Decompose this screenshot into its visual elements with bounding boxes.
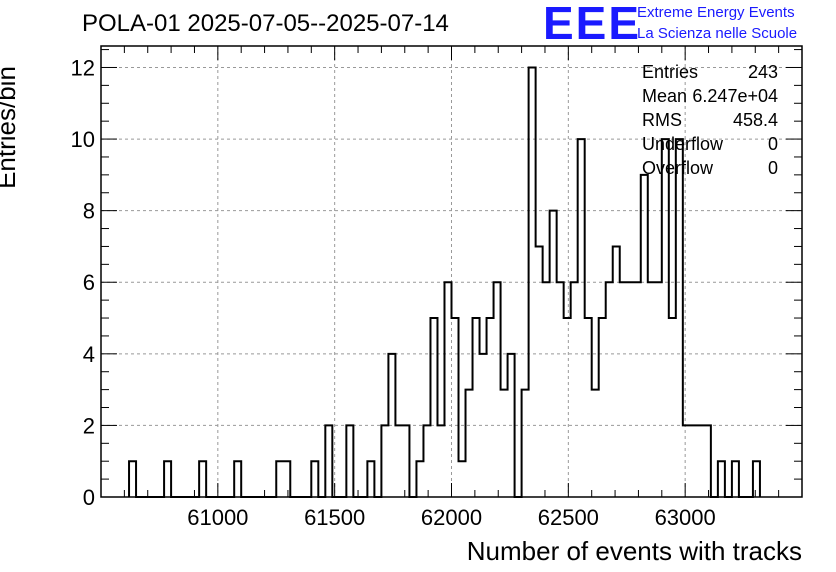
stats-row-overflow: Overflow 0: [642, 156, 778, 180]
histogram-bin: [501, 390, 508, 497]
histogram-bin: [704, 425, 711, 497]
y-tick-label: 12: [71, 55, 95, 80]
x-tick-label: 61500: [304, 505, 365, 530]
x-tick-label: 62000: [421, 505, 482, 530]
stats-key: RMS: [642, 110, 682, 130]
stats-row-mean: Mean 6.247e+04: [642, 84, 778, 108]
histogram-bin: [718, 461, 725, 497]
logo-line-2: La Scienza nelle Scuole: [637, 25, 798, 42]
y-tick-label: 0: [83, 485, 95, 510]
histogram-bin: [199, 461, 206, 497]
histogram-bin: [662, 139, 669, 497]
histogram-bin: [494, 282, 501, 497]
histogram-bin: [381, 425, 388, 497]
histogram-bin: [234, 461, 241, 497]
histogram-bin: [585, 318, 592, 497]
histogram-bin: [276, 461, 283, 497]
stats-value: 0: [767, 134, 778, 154]
stats-row-underflow: Underflow 0: [642, 132, 778, 156]
histogram-bin: [536, 246, 543, 497]
histogram-bin: [564, 318, 571, 497]
histogram-bin: [606, 282, 613, 497]
histogram-bin: [753, 461, 760, 497]
histogram-bin: [452, 318, 459, 497]
y-axis-label-text: Entries/bin: [0, 66, 21, 189]
histogram-bin: [655, 282, 662, 497]
histogram-bin: [473, 318, 480, 497]
histogram-bin: [648, 282, 655, 497]
histogram-bin: [599, 318, 606, 497]
histogram-bin: [346, 425, 353, 497]
histogram-bin: [402, 425, 409, 497]
histogram-bin: [683, 425, 690, 497]
histogram-bin: [444, 282, 451, 497]
histogram-bin: [620, 282, 627, 497]
histogram-bin: [578, 139, 585, 497]
histogram-bin: [627, 282, 634, 497]
x-tick-label: 61000: [187, 505, 248, 530]
histogram-bin: [592, 390, 599, 497]
histogram-bin: [395, 425, 402, 497]
x-tick-label: 62500: [538, 505, 599, 530]
histogram-bin: [129, 461, 136, 497]
chart-title: POLA-01 2025-07-05--2025-07-14: [82, 10, 449, 37]
y-tick-label: 10: [71, 127, 95, 152]
histogram-bin: [388, 354, 395, 497]
histogram-bin: [732, 461, 739, 497]
stats-key: Overflow: [642, 158, 714, 178]
y-tick-label: 6: [83, 270, 95, 295]
histogram-bin: [557, 282, 564, 497]
stats-row-rms: RMS 458.4: [642, 108, 778, 132]
stats-value: 0: [767, 158, 778, 178]
histogram-bin: [311, 461, 318, 497]
histogram-bin: [571, 282, 578, 497]
histogram-bin: [550, 211, 557, 497]
histogram-bin: [466, 390, 473, 497]
histogram-bin: [459, 461, 466, 497]
histogram-bin: [669, 318, 676, 497]
histogram-bin: [690, 425, 697, 497]
histogram-bin: [437, 425, 444, 497]
histogram-bin: [430, 318, 437, 497]
y-tick-label: 4: [83, 342, 95, 367]
logo-line-1: Extreme Energy Events: [637, 4, 795, 21]
stats-key: Mean: [642, 86, 688, 106]
histogram-bin: [697, 425, 704, 497]
histogram-bin: [522, 390, 529, 497]
histogram-bin: [423, 425, 430, 497]
histogram-bin: [480, 354, 487, 497]
histogram-bin: [641, 175, 648, 497]
histogram-bin: [508, 354, 515, 497]
stats-value: 458.4: [732, 110, 778, 130]
stats-box: Entries 243 Mean 6.247e+04 RMS 458.4 Underf…: [642, 60, 778, 180]
histogram-bin: [613, 246, 620, 497]
stats-value: 243: [747, 62, 778, 82]
stats-key: Entries: [642, 62, 699, 82]
x-axis-label: Number of events with tracks: [466, 536, 802, 566]
stats-row-entries: Entries 243: [642, 60, 778, 84]
histogram-bin: [529, 67, 536, 497]
histogram-bin: [676, 139, 683, 497]
histogram-bin: [367, 461, 374, 497]
histogram-bin: [164, 461, 171, 497]
histogram-bin: [325, 425, 332, 497]
y-tick-label: 2: [83, 413, 95, 438]
eee-logo: EEE: [543, 0, 642, 49]
x-tick-label: 63000: [655, 505, 716, 530]
histogram-bin: [487, 318, 494, 497]
histogram-bin: [416, 461, 423, 497]
stats-value: 6.247e+04: [692, 86, 778, 106]
histogram-bin: [634, 282, 641, 497]
histogram-bin: [543, 282, 550, 497]
histogram-bin: [283, 461, 290, 497]
stats-key: Underflow: [642, 134, 724, 154]
y-tick-label: 8: [83, 199, 95, 224]
